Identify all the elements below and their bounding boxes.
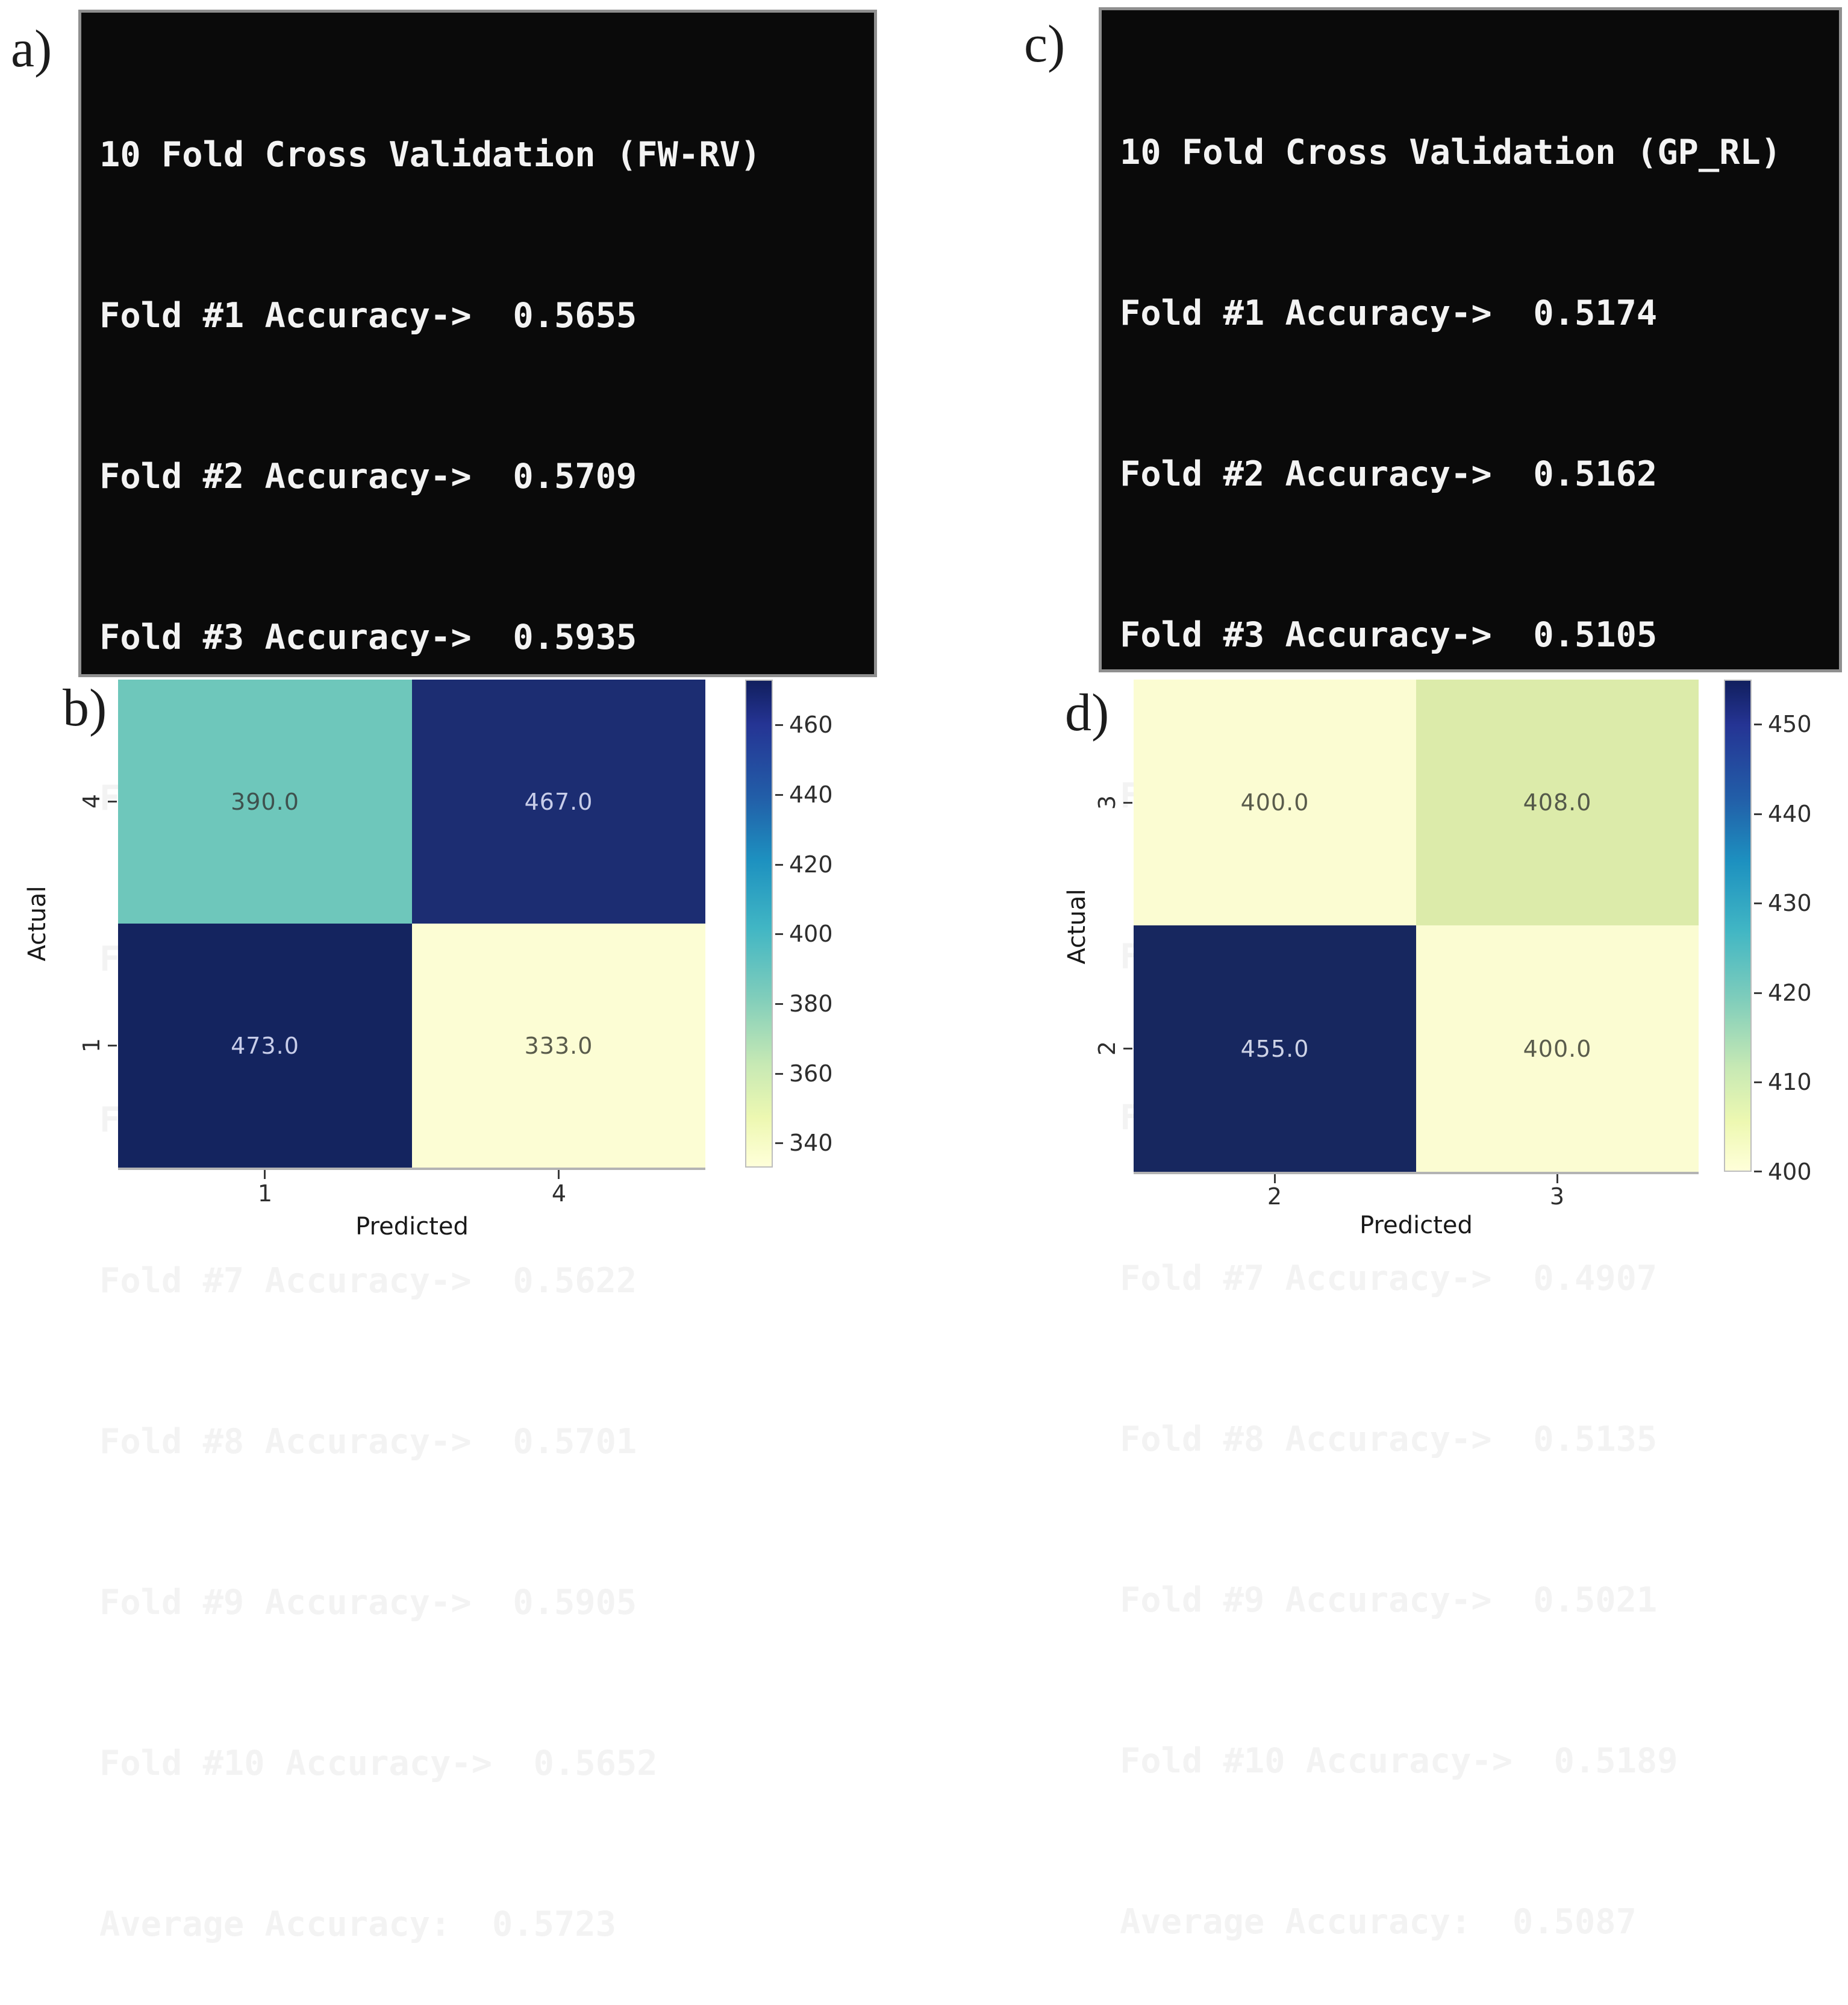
colorbar-tick-label: 450 (1768, 711, 1812, 737)
panel-a-terminal-output: 10 Fold Cross Validation (FW-RV) Fold #1… (78, 10, 877, 1944)
cell-value: 333.0 (524, 1032, 593, 1059)
panel-b-label: b) (63, 679, 107, 737)
terminal-line: Fold #8 Accuracy-> 0.5701 (99, 1422, 637, 1462)
panel-c-label: c) (1024, 15, 1066, 74)
panel-a-label: a) (11, 20, 52, 78)
colorbar-tick-label: 340 (789, 1130, 833, 1156)
colorbar-tick-label: 400 (1768, 1159, 1812, 1185)
terminal-line: Fold #9 Accuracy-> 0.5905 (99, 1583, 637, 1622)
terminal-line: Average Accuracy: 0.5723 (99, 1904, 616, 1944)
y-axis-label: Actual (1063, 889, 1091, 965)
terminal-line: Fold #8 Accuracy-> 0.5135 (1120, 1419, 1658, 1459)
cell-value: 390.0 (231, 788, 299, 815)
cell-value: 408.0 (1523, 789, 1592, 816)
colorbar-tick-label: 440 (789, 781, 833, 808)
cell-value: 400.0 (1240, 789, 1310, 816)
heatmap-d-cell-actual2-pred3: 400.0 (1416, 925, 1699, 1172)
colorbar-tick-label: 420 (1768, 980, 1812, 1006)
colorbar-tick-label: 420 (789, 851, 833, 878)
terminal-line: Fold #3 Accuracy-> 0.5105 (1120, 615, 1658, 655)
y-tick-label: 2 (1094, 1040, 1120, 1056)
colorbar-tick-mark (1754, 813, 1762, 815)
heatmap-d-cell-actual3-pred2: 400.0 (1134, 680, 1416, 925)
colorbar-tick-label: 410 (1768, 1069, 1812, 1095)
terminal-line: Fold #2 Accuracy-> 0.5709 (99, 457, 637, 496)
colorbar-tick-mark (775, 1073, 783, 1075)
terminal-line: Fold #7 Accuracy-> 0.4907 (1120, 1259, 1658, 1298)
colorbar-tick-label: 360 (789, 1060, 833, 1087)
colorbar-gradient (1724, 680, 1752, 1172)
colorbar-tick-label: 430 (1768, 890, 1812, 916)
heatmap-b-cell-actual1-pred4: 333.0 (412, 924, 705, 1168)
y-tick-mark (108, 801, 117, 802)
cell-value: 400.0 (1523, 1035, 1592, 1062)
cell-value: 473.0 (231, 1032, 299, 1059)
y-tick-mark (108, 1045, 117, 1046)
colorbar-tick-mark (775, 864, 783, 866)
x-tick-mark (558, 1170, 560, 1179)
colorbar-tick-mark (775, 1142, 783, 1144)
colorbar-tick-mark (1754, 992, 1762, 994)
y-tick-label: 3 (1094, 795, 1120, 810)
heatmap-d-cell-actual3-pred3: 408.0 (1416, 680, 1699, 925)
y-tick-mark (1123, 1048, 1132, 1049)
x-axis-spine (118, 1168, 705, 1170)
colorbar-tick-mark (775, 724, 783, 726)
colorbar-gradient (745, 680, 773, 1168)
heatmap-b-cell-actual4-pred1: 390.0 (118, 680, 412, 924)
panel-d-label: d) (1065, 684, 1110, 742)
colorbar-tick-label: 400 (789, 921, 833, 947)
x-tick-mark (264, 1170, 266, 1179)
terminal-line: Fold #10 Accuracy-> 0.5652 (99, 1744, 658, 1783)
panel-c-terminal-output: 10 Fold Cross Validation (GP_RL) Fold #1… (1099, 7, 1842, 1942)
terminal-line: Fold #10 Accuracy-> 0.5189 (1120, 1741, 1678, 1781)
cell-value: 467.0 (524, 788, 593, 815)
colorbar-tick-label: 380 (789, 990, 833, 1017)
x-tick-mark (1274, 1174, 1276, 1183)
cell-value: 455.0 (1240, 1035, 1310, 1062)
x-tick-label: 4 (551, 1180, 567, 1207)
terminal-line: Fold #1 Accuracy-> 0.5174 (1120, 293, 1658, 333)
heatmap-b-cell-actual4-pred4: 467.0 (412, 680, 705, 924)
terminal-line: Fold #2 Accuracy-> 0.5162 (1120, 454, 1658, 494)
colorbar-tick-mark (1754, 902, 1762, 904)
y-axis-label: Actual (23, 886, 51, 962)
x-axis-spine (1134, 1172, 1699, 1174)
colorbar-tick-label: 440 (1768, 801, 1812, 827)
heatmap-d-cell-actual2-pred2: 455.0 (1134, 925, 1416, 1172)
x-tick-mark (1556, 1174, 1558, 1183)
colorbar-tick-mark (1754, 1081, 1762, 1083)
x-axis-label: Predicted (1359, 1212, 1473, 1239)
colorbar-tick-mark (1754, 1171, 1762, 1172)
colorbar-tick-label: 460 (789, 712, 833, 738)
x-tick-label: 3 (1549, 1183, 1565, 1210)
y-tick-label: 4 (78, 793, 105, 809)
terminal-line: 10 Fold Cross Validation (FW-RV) (99, 135, 761, 175)
y-tick-label: 1 (78, 1037, 105, 1053)
terminal-line: Average Accuracy: 0.5087 (1120, 1902, 1637, 1942)
terminal-line: Fold #1 Accuracy-> 0.5655 (99, 296, 637, 336)
colorbar-tick-mark (775, 794, 783, 796)
terminal-line: 10 Fold Cross Validation (GP_RL) (1120, 133, 1782, 172)
x-tick-label: 2 (1267, 1183, 1282, 1210)
x-tick-label: 1 (257, 1180, 273, 1207)
terminal-line: Fold #7 Accuracy-> 0.5622 (99, 1261, 637, 1301)
colorbar-tick-mark (775, 1003, 783, 1005)
colorbar-tick-mark (1754, 724, 1762, 725)
colorbar-tick-mark (775, 933, 783, 935)
y-tick-mark (1123, 802, 1132, 804)
heatmap-b-cell-actual1-pred1: 473.0 (118, 924, 412, 1168)
terminal-line: Fold #3 Accuracy-> 0.5935 (99, 618, 637, 657)
terminal-line: Fold #9 Accuracy-> 0.5021 (1120, 1580, 1658, 1620)
x-axis-label: Predicted (355, 1213, 469, 1240)
